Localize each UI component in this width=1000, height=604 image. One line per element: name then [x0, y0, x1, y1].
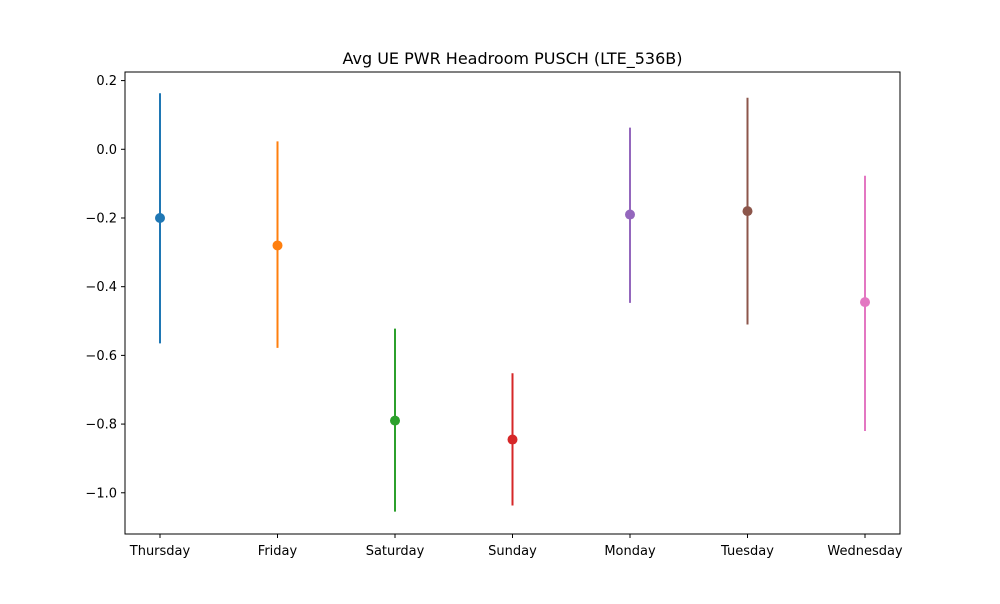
- y-axis: 0.2 0.0 −0.2 −0.4 −0.6 −0.8 −1.0: [85, 74, 125, 501]
- x-tick-label: Saturday: [366, 544, 425, 559]
- mean-point-saturday: [390, 415, 400, 426]
- y-tick-label: 0.0: [96, 143, 117, 158]
- mean-point-friday: [272, 240, 283, 251]
- x-tick-label: Monday: [604, 544, 656, 559]
- x-axis: Thursday Friday Saturday Sunday Monday Tuesda…: [129, 534, 903, 559]
- y-tick-label: −0.2: [85, 211, 117, 226]
- y-tick-label: −0.8: [85, 418, 117, 433]
- x-tick-label: Thursday: [129, 544, 191, 559]
- mean-point-tuesday: [742, 206, 753, 217]
- y-tick-label: 0.2: [96, 74, 117, 89]
- data-marks: [155, 93, 870, 512]
- x-tick-label: Wednesday: [827, 544, 903, 559]
- mean-point-wednesday: [860, 297, 870, 308]
- mean-point-sunday: [507, 434, 518, 445]
- y-tick-label: −1.0: [85, 486, 117, 501]
- plot-frame: [124, 71, 901, 535]
- mean-point-thursday: [155, 212, 165, 223]
- x-tick-label: Friday: [258, 544, 298, 559]
- x-tick-label: Tuesday: [720, 544, 774, 559]
- chart-title: Avg UE PWR Headroom PUSCH (LTE_536B): [342, 49, 682, 69]
- mean-point-monday: [625, 209, 635, 220]
- x-tick-label: Sunday: [488, 544, 537, 559]
- y-tick-label: −0.6: [85, 349, 117, 364]
- y-tick-label: −0.4: [85, 280, 117, 295]
